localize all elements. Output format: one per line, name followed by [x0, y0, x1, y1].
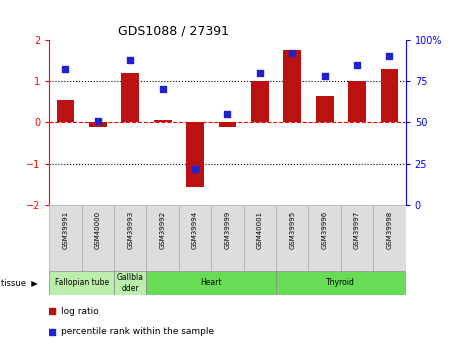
Bar — [219, 122, 236, 127]
Text: GSM39994: GSM39994 — [192, 210, 198, 249]
Point — [353, 62, 361, 67]
Text: Heart: Heart — [201, 278, 222, 287]
Bar — [49, 205, 82, 271]
Bar — [154, 120, 172, 122]
Point — [386, 53, 393, 59]
Bar — [251, 81, 269, 122]
Bar — [57, 100, 75, 122]
Text: GSM40001: GSM40001 — [257, 210, 263, 249]
Bar — [244, 205, 276, 271]
Bar — [309, 205, 341, 271]
Text: Gallbla
dder: Gallbla dder — [117, 273, 144, 293]
Point — [288, 50, 296, 56]
Bar — [89, 122, 107, 127]
Point — [224, 111, 231, 117]
Text: GSM39998: GSM39998 — [386, 210, 393, 249]
Bar — [146, 205, 179, 271]
Point — [127, 57, 134, 62]
Point — [321, 73, 328, 79]
Text: log ratio: log ratio — [61, 307, 99, 316]
Point — [159, 87, 166, 92]
Bar — [341, 205, 373, 271]
Bar — [82, 205, 114, 271]
Text: GSM40000: GSM40000 — [95, 210, 101, 249]
Point — [49, 329, 56, 335]
Bar — [211, 205, 244, 271]
Bar — [121, 73, 139, 122]
Text: GSM39996: GSM39996 — [322, 210, 328, 249]
Bar — [316, 96, 333, 122]
Bar — [276, 271, 406, 295]
Text: GSM39997: GSM39997 — [354, 210, 360, 249]
Bar — [348, 81, 366, 122]
Point — [94, 118, 102, 124]
Point — [49, 309, 56, 314]
Bar — [114, 205, 146, 271]
Bar — [179, 205, 211, 271]
Bar — [276, 205, 309, 271]
Text: GSM39999: GSM39999 — [225, 210, 230, 249]
Bar — [114, 271, 146, 295]
Point — [191, 166, 199, 171]
Point — [256, 70, 264, 76]
Text: GSM39995: GSM39995 — [289, 210, 295, 249]
Text: GSM39993: GSM39993 — [127, 210, 133, 249]
Point — [62, 67, 69, 72]
Bar — [380, 69, 398, 122]
Bar — [186, 122, 204, 187]
Bar — [283, 50, 301, 122]
Text: GSM39991: GSM39991 — [62, 210, 68, 249]
Bar — [49, 271, 114, 295]
Title: GDS1088 / 27391: GDS1088 / 27391 — [119, 24, 229, 37]
Text: Thyroid: Thyroid — [326, 278, 356, 287]
Text: GSM39992: GSM39992 — [159, 210, 166, 249]
Text: Fallopian tube: Fallopian tube — [54, 278, 109, 287]
Text: tissue  ▶: tissue ▶ — [1, 278, 38, 287]
Text: percentile rank within the sample: percentile rank within the sample — [61, 327, 214, 336]
Bar — [146, 271, 276, 295]
Bar — [373, 205, 406, 271]
